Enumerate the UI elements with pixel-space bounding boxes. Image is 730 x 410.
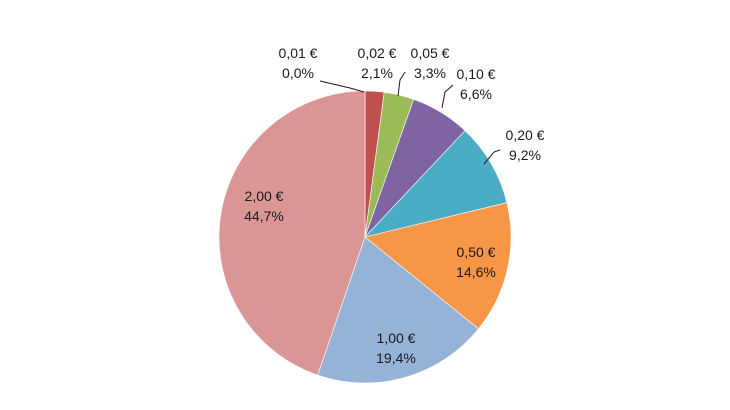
slice-percent-label: 9,2% [509,147,541,163]
slice-category-label: 0,10 € [457,66,496,82]
slice-category-label: 0,20 € [506,127,545,143]
pie-slice-7 [317,236,479,384]
data-label-3: 0,05 € 3,3% [411,45,450,81]
pie-slice-5 [364,130,508,238]
data-label-1: 0,01 € 0,0% [279,45,318,81]
pie-slice-6 [364,202,512,330]
data-label-8: 2,00 € 44,7% [244,188,284,224]
slice-category-label: 0,05 € [411,45,450,61]
data-label-7: 1,00 € 19,4% [376,330,416,366]
slice-category-label: 1,00 € [377,330,416,346]
slice-percent-label: 2,1% [361,65,393,81]
slice-category-label: 0,50 € [457,244,496,260]
data-labels: 0,01 € 0,0% 0,02 € 2,1% 0,05 € 3,3% 0,10 € 6,6%… [244,45,545,366]
slice-percent-label: 14,6% [456,264,496,280]
slice-percent-label: 0,0% [282,65,314,81]
slice-percent-label: 44,7% [244,208,284,224]
slice-percent-label: 6,6% [460,86,492,102]
slice-percent-label: 19,4% [376,350,416,366]
pie-slices [218,90,512,384]
data-label-5: 0,20 € 9,2% [506,127,545,163]
slice-category-label: 2,00 € [245,188,284,204]
slice-category-label: 0,02 € [358,45,397,61]
pie-slice-8 [218,90,366,376]
leader-line-4 [441,84,454,109]
slice-category-label: 0,01 € [279,45,318,61]
leader-line-1 [319,80,365,93]
data-label-2: 0,02 € 2,1% [358,45,397,81]
leader-lines [319,71,501,165]
leader-line-3 [397,71,406,97]
leader-line-5 [483,149,501,165]
data-label-4: 0,10 € 6,6% [457,66,496,102]
slice-percent-label: 3,3% [414,65,446,81]
data-label-6: 0,50 € 14,6% [456,244,496,280]
